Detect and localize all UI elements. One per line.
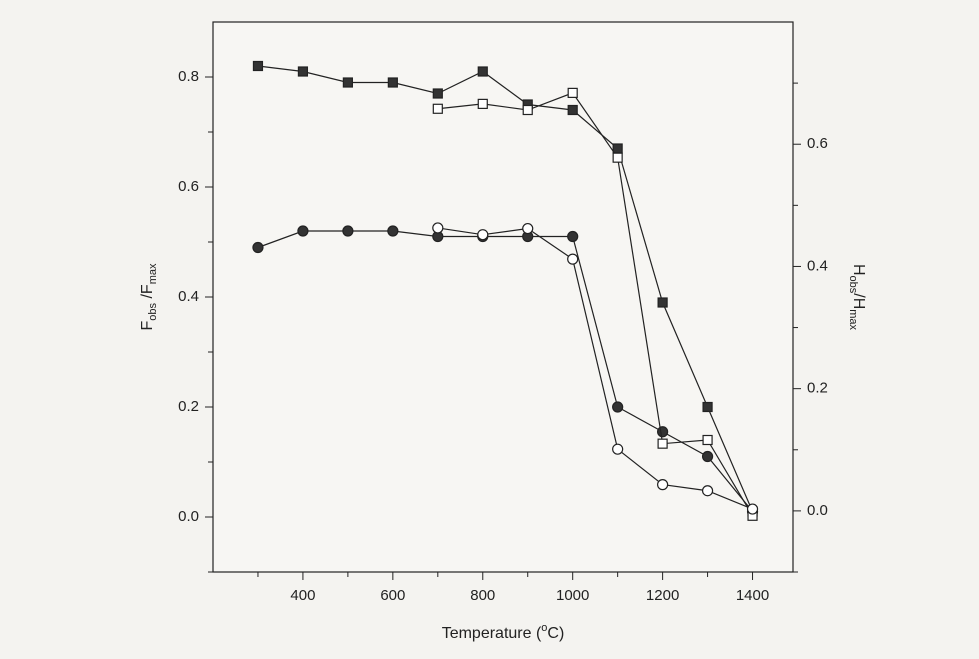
marker: [477, 98, 488, 109]
marker: [746, 503, 759, 515]
x-tick-label: 800: [470, 587, 495, 604]
marker: [657, 297, 668, 308]
marker: [567, 104, 578, 116]
marker: [702, 434, 713, 446]
marker: [657, 438, 668, 449]
marker: [477, 229, 489, 241]
y2-tick-label: 0.6: [807, 135, 828, 152]
marker: [297, 225, 309, 237]
y2-tick-label: 0.2: [807, 380, 828, 397]
x-tick-label: 400: [290, 587, 315, 604]
x-tick-label: 1200: [646, 587, 679, 604]
marker: [297, 66, 309, 77]
marker: [477, 66, 488, 77]
y2-tick-label: 0.4: [807, 257, 828, 274]
y-axis-label-part: obs: [147, 302, 159, 320]
y-tick-label: 0.2: [178, 398, 199, 415]
marker: [432, 222, 444, 234]
y-tick-label: 0.8: [178, 68, 199, 85]
plot-frame: [212, 21, 794, 573]
marker: [612, 443, 624, 455]
marker: [567, 253, 579, 265]
marker: [612, 401, 624, 413]
marker: [702, 401, 713, 413]
series-line: [437, 92, 754, 517]
marker: [657, 479, 669, 491]
y-axis-label: Fobs /Fmax: [139, 263, 159, 330]
x-axis-label-part: Temperature (: [442, 625, 542, 642]
marker: [387, 77, 398, 88]
x-axis-label: Temperature (oC): [442, 622, 565, 642]
marker: [432, 88, 443, 99]
x-axis-label-part: C): [547, 625, 564, 642]
marker: [522, 104, 533, 116]
series-line: [257, 230, 753, 512]
marker: [342, 77, 353, 88]
marker: [657, 426, 669, 438]
marker: [701, 485, 714, 497]
marker: [432, 103, 443, 114]
marker: [701, 450, 714, 463]
y2-axis-label: Hobs/Hmax: [847, 264, 867, 331]
y-axis-label-part: /F: [139, 284, 156, 303]
x-axis-label-part: o: [541, 622, 547, 634]
y2-axis-label-part: /H: [850, 293, 867, 309]
y2-tick-label: 0.0: [807, 502, 828, 519]
marker: [342, 225, 354, 237]
x-tick-label: 1000: [556, 587, 589, 604]
series-line: [257, 65, 754, 512]
marker: [567, 87, 578, 98]
marker: [612, 152, 623, 163]
marker: [612, 143, 623, 154]
x-tick-label: 1400: [736, 587, 769, 604]
x-tick-label: 600: [380, 587, 405, 604]
y-tick-label: 0.6: [178, 178, 199, 195]
y-tick-label: 0.0: [178, 508, 199, 525]
y-axis-label-part: F: [139, 320, 156, 330]
series-line: [437, 227, 753, 510]
y-tick-label: 0.4: [178, 288, 199, 305]
y2-axis-label-part: obs: [847, 276, 859, 294]
marker: [387, 225, 399, 237]
marker: [522, 222, 534, 235]
marker: [252, 241, 264, 254]
marker: [252, 60, 264, 72]
y2-axis-label-part: H: [850, 264, 867, 276]
y-axis-label-part: max: [147, 263, 159, 284]
marker: [567, 230, 579, 243]
y2-axis-label-part: max: [847, 309, 859, 330]
